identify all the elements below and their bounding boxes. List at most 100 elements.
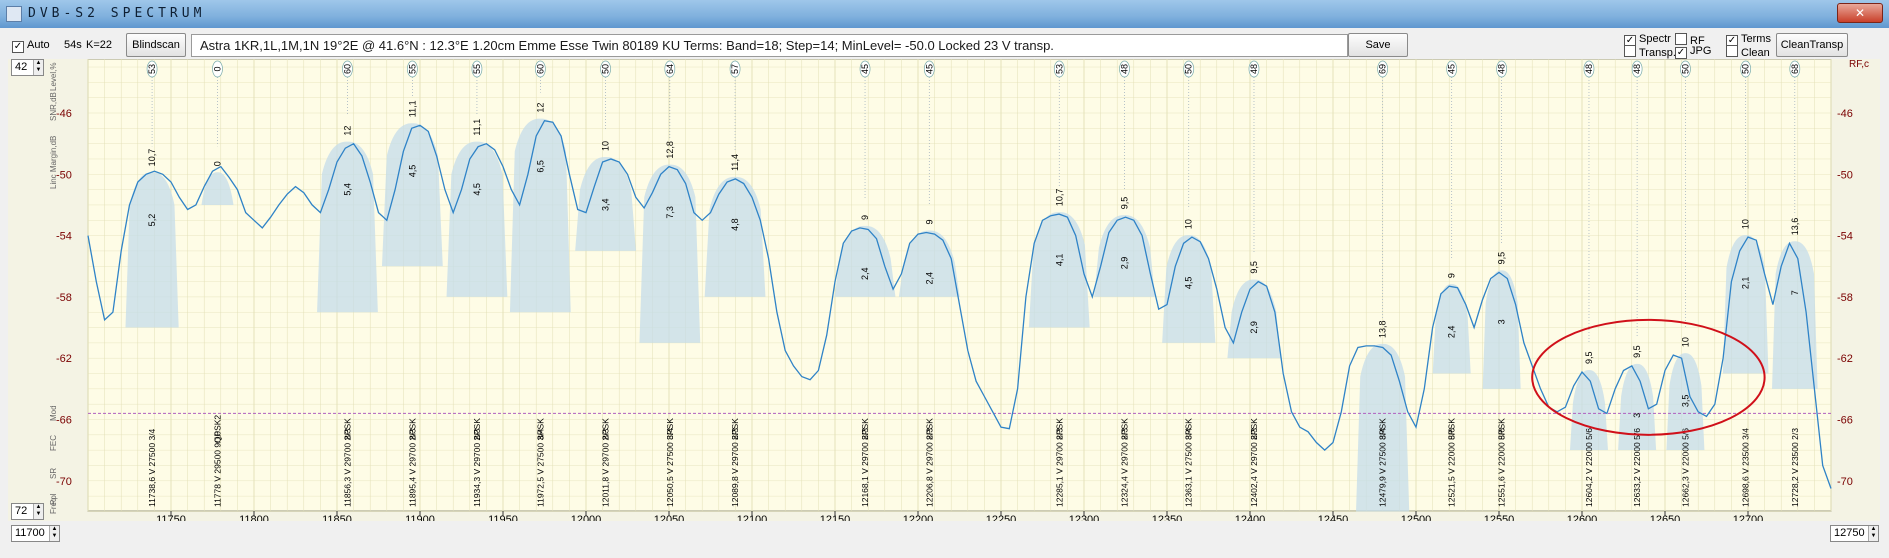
rf-checkbox[interactable]: RF — [1675, 33, 1705, 47]
y-tick-label-left: -58 — [56, 292, 72, 304]
margin-value: 2,9 — [1249, 321, 1259, 334]
modulation-label: 8PSK — [1447, 418, 1457, 440]
snr-value: 9,5 — [1632, 345, 1642, 358]
fmin-value: 11700 — [15, 527, 45, 539]
modulation-label: 8PSK — [730, 418, 740, 440]
transp-checkbox[interactable]: Transp. — [1624, 45, 1676, 59]
side-axis-label: Level,% — [49, 63, 58, 91]
transponder-fill — [1772, 241, 1818, 389]
snr-value: 9,5 — [1497, 252, 1507, 265]
level-badge — [729, 60, 741, 78]
spectr-checkbox[interactable]: ✓ Spectr — [1624, 33, 1671, 47]
clean-transp-button[interactable]: CleanTransp — [1776, 33, 1848, 57]
transponder-fill — [1618, 363, 1657, 451]
fmin-spinner[interactable]: 11700 ▲ ▼ — [11, 525, 60, 542]
level-badge — [1446, 60, 1458, 78]
level-value: 48 — [1584, 64, 1594, 74]
side-axis-label: Freq — [49, 498, 58, 514]
y-tick-label-right: -54 — [1837, 231, 1853, 243]
transponder-fill — [1227, 279, 1281, 359]
x-tick-label: 12700 — [1733, 514, 1764, 521]
snr-value: 13,8 — [1378, 320, 1388, 338]
rf-axis-label: RF,c — [1849, 59, 1869, 70]
terms-checkbox[interactable]: ✓ Terms — [1726, 33, 1771, 47]
level-badge — [1248, 60, 1260, 78]
app-icon — [6, 6, 22, 22]
margin-value: 5,4 — [342, 183, 352, 196]
title-bar[interactable]: DVB-S2 SPECTRUM ✕ — [0, 0, 1889, 28]
level-value: 48 — [1249, 64, 1259, 74]
transponder-label: 12285,1 V 29700 2/3 — [1054, 428, 1064, 507]
info-bar: Astra 1KR,1L,1M,1N 19°2E @ 41.6°N : 12.3… — [191, 34, 1348, 57]
transponder-label: 11934,3 V 29700 2/3 — [472, 428, 482, 507]
level-value: 69 — [1378, 64, 1388, 74]
side-axis-label: Linc Margin,dB — [49, 136, 58, 189]
level-value: 53 — [147, 64, 157, 74]
save-button[interactable]: Save — [1348, 33, 1408, 57]
snr-value: 10,7 — [147, 149, 157, 167]
jpg-label: JPG — [1690, 45, 1712, 57]
x-tick-label: 12550 — [1484, 514, 1515, 521]
close-button[interactable]: ✕ — [1837, 3, 1883, 23]
level-badge — [1789, 60, 1801, 78]
level-badge — [664, 60, 676, 78]
transponder-label: 11972,5 V 27500 3/4 — [535, 428, 545, 507]
transponder-label: 11895,4 V 29700 2/3 — [407, 428, 417, 507]
top-level-spinner[interactable]: 42 ▲ ▼ — [11, 59, 44, 76]
x-tick-label: 11750 — [156, 514, 186, 521]
snr-value: 12 — [535, 103, 545, 113]
y-tick-label-right: -66 — [1837, 415, 1853, 427]
x-tick-label: 12200 — [903, 514, 934, 521]
transponder-label: 12089,8 V 29700 2/3 — [730, 428, 740, 507]
y-tick-label-left: -66 — [56, 415, 72, 427]
blindscan-button[interactable]: Blindscan — [126, 33, 186, 57]
level-value: 45 — [860, 64, 870, 74]
level-value: 60 — [535, 64, 545, 74]
margin-value: 2,1 — [1741, 277, 1751, 290]
snr-value: 0 — [212, 161, 222, 166]
clean-checkbox[interactable]: Clean — [1726, 45, 1770, 59]
spectrum-chart[interactable]: -46 -46 -50 -50 -54 -54 -58 -58 -62 -62 -66 -66 -70 -… — [8, 51, 1880, 537]
y-tick-label-right: -50 — [1837, 169, 1853, 181]
transponder-label: 12604,2 V 22000 5/6 — [1584, 428, 1594, 507]
margin-value: 4,5 — [1184, 277, 1194, 290]
transponder-fill — [509, 118, 571, 313]
transponder-fill — [1722, 235, 1769, 374]
check-icon: ✓ — [1675, 47, 1687, 59]
modulation-label: 8PSK — [1120, 418, 1130, 440]
spectrum-plot-frame: -46 -46 -50 -50 -54 -54 -58 -58 -62 -62 -66 -66 -70 -… — [8, 51, 1880, 537]
bottom-level-spinner[interactable]: 72 ▲ ▼ — [11, 503, 44, 520]
level-value: 55 — [407, 64, 417, 74]
x-tick-label: 12000 — [571, 514, 602, 521]
transponder-label: 12479,9 V 27500 3/4 — [1378, 428, 1388, 507]
auto-checkbox[interactable]: ✓ Auto — [12, 39, 50, 53]
margin-value: 4,1 — [1054, 254, 1064, 267]
transponder-fill — [317, 141, 378, 313]
x-tick-label: 12400 — [1235, 514, 1266, 521]
y-tick-label-left: -54 — [56, 231, 72, 243]
x-tick-label: 11950 — [488, 514, 518, 521]
snr-value: 10 — [601, 141, 611, 151]
side-axis-label: SR — [49, 468, 58, 479]
highlight-ellipse — [1531, 318, 1766, 436]
jpg-checkbox[interactable]: ✓ JPG — [1675, 45, 1711, 59]
x-tick-label: 12500 — [1401, 514, 1432, 521]
transponder-label: 12324,4 V 29700 2/3 — [1120, 428, 1130, 507]
interval-value: 54s — [64, 39, 82, 51]
rf-label: RF — [1690, 35, 1705, 47]
modulation-label: 8PSK — [860, 418, 870, 440]
fmax-spinner[interactable]: 12750 ▲ ▼ — [1830, 525, 1879, 542]
level-value: 48 — [1632, 64, 1642, 74]
snr-value: 12,8 — [665, 141, 675, 159]
window-title: DVB-S2 SPECTRUM — [28, 6, 206, 21]
level-badge — [923, 60, 935, 78]
transponder-fill — [1666, 353, 1705, 451]
side-axis-label: Pol — [49, 493, 58, 505]
margin-value: 4,5 — [407, 165, 417, 178]
modulation-label: 8PSK — [407, 418, 417, 440]
level-value: 57 — [730, 64, 740, 74]
margin-value: 6,5 — [535, 160, 545, 173]
top-spin-value: 42 — [15, 61, 28, 73]
transp-label: Transp. — [1639, 47, 1676, 59]
